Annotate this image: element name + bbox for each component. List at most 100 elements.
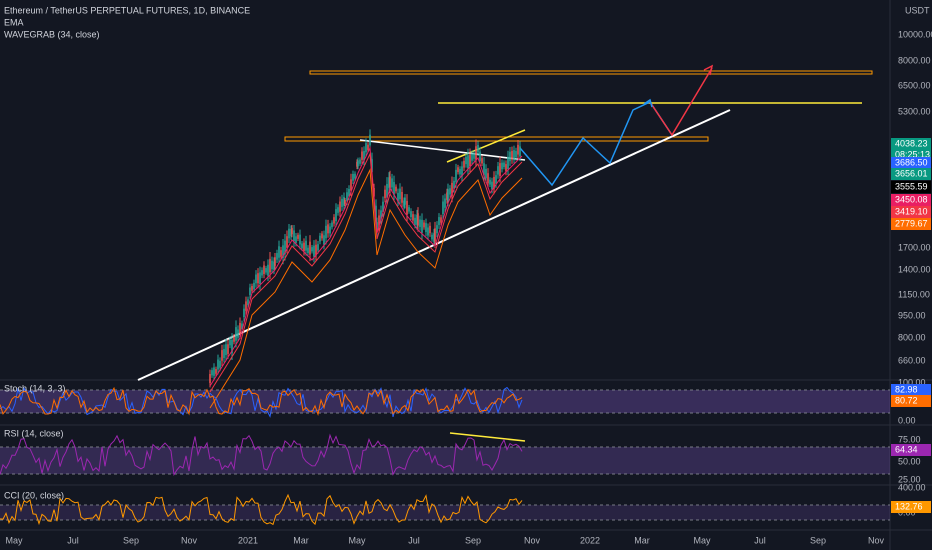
- candle-body: [357, 160, 359, 167]
- candle-body: [453, 180, 455, 189]
- badge-text: 64.34: [895, 444, 918, 454]
- badge-text: 3450.08: [895, 194, 928, 204]
- indicator-label: WAVEGRAB (34, close): [4, 29, 100, 39]
- candle-body: [503, 162, 505, 168]
- candle-body: [515, 150, 517, 158]
- price-badge: [891, 181, 931, 193]
- candle-body: [499, 163, 501, 177]
- candle-body: [301, 243, 303, 249]
- price-label: 660.00: [898, 355, 926, 365]
- candle-body: [241, 323, 243, 330]
- candle-body: [427, 227, 429, 236]
- target-box: [309, 70, 873, 75]
- price-badge: [891, 157, 931, 169]
- candle-body: [229, 339, 231, 346]
- candle-body: [247, 299, 249, 305]
- candle-body: [438, 217, 440, 225]
- candle-body: [455, 169, 457, 182]
- candle-body: [231, 339, 233, 354]
- candle-body: [331, 222, 333, 228]
- candle-body: [311, 247, 313, 252]
- pane-label: 0.00: [898, 415, 916, 425]
- trend-line: [359, 139, 526, 161]
- candle-body: [419, 219, 421, 227]
- candle-body: [384, 189, 386, 199]
- candle-body: [457, 167, 459, 173]
- candle-body: [378, 215, 380, 228]
- candle-body: [436, 225, 438, 234]
- price-badge: [891, 138, 931, 150]
- time-label: May: [348, 535, 366, 545]
- candle-body: [249, 287, 251, 296]
- candle-body: [507, 156, 509, 169]
- ema-line: [209, 152, 523, 393]
- candle-body: [350, 179, 352, 191]
- time-label: Sep: [123, 535, 139, 545]
- candle-body: [213, 367, 215, 376]
- pane-label: 25.00: [898, 474, 921, 484]
- pane-label: 400.00: [898, 482, 926, 492]
- candle-body: [293, 230, 295, 242]
- price-label: 5300.00: [898, 106, 931, 116]
- candle-body: [221, 350, 223, 361]
- candle-body: [280, 250, 282, 257]
- badge-text: 3686.50: [895, 157, 928, 167]
- candle-body: [519, 146, 521, 157]
- candle-body: [346, 192, 348, 201]
- pane-label: 100.00: [898, 377, 926, 387]
- candle-body: [363, 151, 365, 161]
- badge-text: 80.72: [895, 395, 918, 405]
- price-label: 950.00: [898, 310, 926, 320]
- candle-body: [463, 160, 465, 168]
- candle-body: [239, 322, 241, 334]
- candle-body: [410, 211, 412, 218]
- candle-body: [284, 240, 286, 254]
- candle-body: [303, 242, 305, 252]
- candle-body: [319, 235, 321, 242]
- rsi-divergence-line: [449, 432, 526, 442]
- time-label: 2022: [580, 535, 600, 545]
- candle-body: [352, 173, 354, 181]
- price-badge: [891, 501, 931, 513]
- candle-body: [259, 272, 261, 285]
- price-label: 6500.00: [898, 80, 931, 90]
- candle-body: [509, 151, 511, 162]
- candle-body: [497, 166, 499, 175]
- price-label: 1700.00: [898, 242, 931, 252]
- price-label: 8000.00: [898, 55, 931, 65]
- candle-body: [317, 244, 319, 251]
- pane-label: 50.00: [898, 456, 921, 466]
- price-badge: [891, 168, 931, 180]
- candle-body: [255, 274, 257, 284]
- candle-body: [344, 200, 346, 205]
- candle-body: [341, 198, 343, 207]
- candle-body: [305, 240, 307, 251]
- time-label: Sep: [465, 535, 481, 545]
- candle-body: [475, 146, 477, 160]
- candle-body: [469, 154, 471, 167]
- candle-body: [333, 217, 335, 224]
- price-badge: [891, 444, 931, 456]
- pane-title: CCI (20, close): [4, 490, 64, 500]
- price-badge: [891, 384, 931, 396]
- candle-body: [371, 159, 373, 173]
- candle-body: [253, 282, 255, 290]
- candle-body: [465, 156, 467, 165]
- candle-body: [477, 145, 479, 153]
- candle-body: [473, 153, 475, 159]
- candle-body: [380, 210, 382, 220]
- candle-body: [209, 374, 211, 383]
- candle-body: [335, 209, 337, 222]
- indicator-label: EMA: [4, 17, 24, 27]
- candle-body: [511, 150, 513, 160]
- candle-body: [444, 198, 446, 208]
- price-label: 1400.00: [898, 264, 931, 274]
- candle-body: [237, 329, 239, 338]
- symbol-title: Ethereum / TetherUS PERPETUAL FUTURES, 1…: [4, 5, 250, 15]
- candle-body: [219, 360, 221, 368]
- badge-text: 82.98: [895, 384, 918, 394]
- time-label: Sep: [810, 535, 826, 545]
- layer: [0, 129, 523, 526]
- candle-body: [354, 173, 356, 179]
- candle-body: [273, 261, 275, 270]
